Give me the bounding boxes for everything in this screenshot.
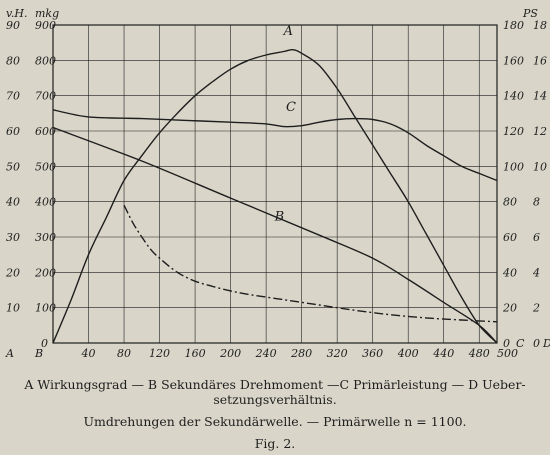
x-tick-label: 280 [290, 347, 312, 360]
corner-label-b: B [34, 347, 43, 360]
legend-line-1: A Wirkungsgrad — B Sekundäres Drehmoment… [24, 377, 526, 392]
y-tick-label: 120 [503, 125, 524, 138]
corner-label-d: D [542, 337, 550, 350]
x-tick-label: 200 [219, 347, 241, 360]
y-tick-label: 40 [502, 266, 517, 279]
y-tick-label: 400 [34, 196, 56, 209]
y-tick-label: 14 [533, 90, 547, 103]
y-tick-label: 300 [35, 231, 56, 244]
x-tick-label: 40 [81, 347, 96, 360]
y-tick-label: 10 [6, 302, 20, 315]
x-tick-label: 480 [468, 347, 490, 360]
axis-unit-label: v.H. [6, 7, 28, 20]
x-tick-label: 440 [432, 347, 454, 360]
right-zero-label: 0 [503, 337, 510, 350]
y-tick-label: 200 [34, 266, 56, 279]
y-tick-label: 60 [6, 125, 20, 138]
y-tick-label: 6 [533, 231, 540, 244]
y-tick-label: 70 [6, 90, 20, 103]
x-tick-label: 320 [327, 347, 348, 360]
series-label-c: C [286, 100, 296, 115]
x-tick-label: 500 [497, 347, 518, 360]
y-tick-label: 2 [532, 302, 540, 315]
y-tick-label: 4 [532, 266, 540, 279]
corner-label-c: C [516, 337, 525, 350]
x-tick-label: 400 [397, 347, 419, 360]
y-tick-label: 50 [6, 160, 20, 173]
y-tick-label: 700 [35, 90, 56, 103]
y-tick-label: 600 [35, 125, 56, 138]
series-line-d [123, 204, 498, 323]
y-tick-label: 8 [533, 196, 540, 209]
x-tick-label: 120 [149, 347, 170, 360]
chart: 40 80 120 160 200 240 280 320 360 400 440 480 500102… [5, 7, 550, 360]
legend-caption: A Wirkungsgrad — B Sekundäres Drehmoment… [0, 377, 550, 407]
y-tick-label: 90 [6, 19, 20, 32]
x-tick-label: 160 [185, 347, 206, 360]
x-tick-label: 360 [362, 347, 383, 360]
plot-frame [52, 24, 498, 344]
x-tick-label: 80 [117, 347, 131, 360]
series: ABCD [52, 24, 498, 344]
series-label-a: A [283, 24, 293, 39]
axis-unit-label: mkg [35, 7, 59, 20]
y-tick-label: 140 [503, 90, 524, 103]
y-tick-label: 60 [503, 231, 517, 244]
y-tick-label: 180 [503, 19, 524, 32]
y-tick-label: 20 [5, 266, 20, 279]
y-tick-label: 900 [35, 19, 56, 32]
y-tick-label: 18 [533, 19, 547, 32]
grid [52, 24, 498, 344]
y-tick-label: 10 [533, 160, 547, 173]
y-tick-label: 16 [533, 54, 547, 67]
x-axis-caption: Umdrehungen der Sekundärwelle. — Primärw… [83, 414, 467, 429]
y-tick-label: 20 [502, 302, 517, 315]
left-zero-label: 0 [41, 337, 48, 350]
y-tick-label: 100 [503, 160, 524, 173]
y-tick-label: 40 [5, 196, 20, 209]
legend-line-2: setzungsverhältnis. [213, 392, 337, 407]
y-tick-label: 80 [503, 196, 517, 209]
axis-unit-label: PS [522, 7, 538, 20]
right-zero-label: 0 [533, 337, 540, 350]
series-line-c [52, 109, 498, 182]
series-line-a [52, 48, 498, 344]
series-line-b [52, 126, 498, 344]
axis-labels: 40 80 120 160 200 240 280 320 360 400 440 480 500102… [5, 7, 550, 360]
y-tick-label: 800 [35, 54, 56, 67]
corner-label-a: A [5, 347, 14, 360]
y-tick-label: 100 [35, 302, 56, 315]
y-tick-label: 160 [503, 54, 524, 67]
figure-label: Fig. 2. [254, 436, 296, 451]
y-tick-label: 30 [6, 231, 20, 244]
x-tick-label: 240 [255, 347, 277, 360]
y-tick-label: 12 [533, 125, 547, 138]
y-tick-label: 500 [35, 160, 56, 173]
y-tick-label: 80 [6, 54, 20, 67]
series-label-b: B [274, 210, 285, 225]
